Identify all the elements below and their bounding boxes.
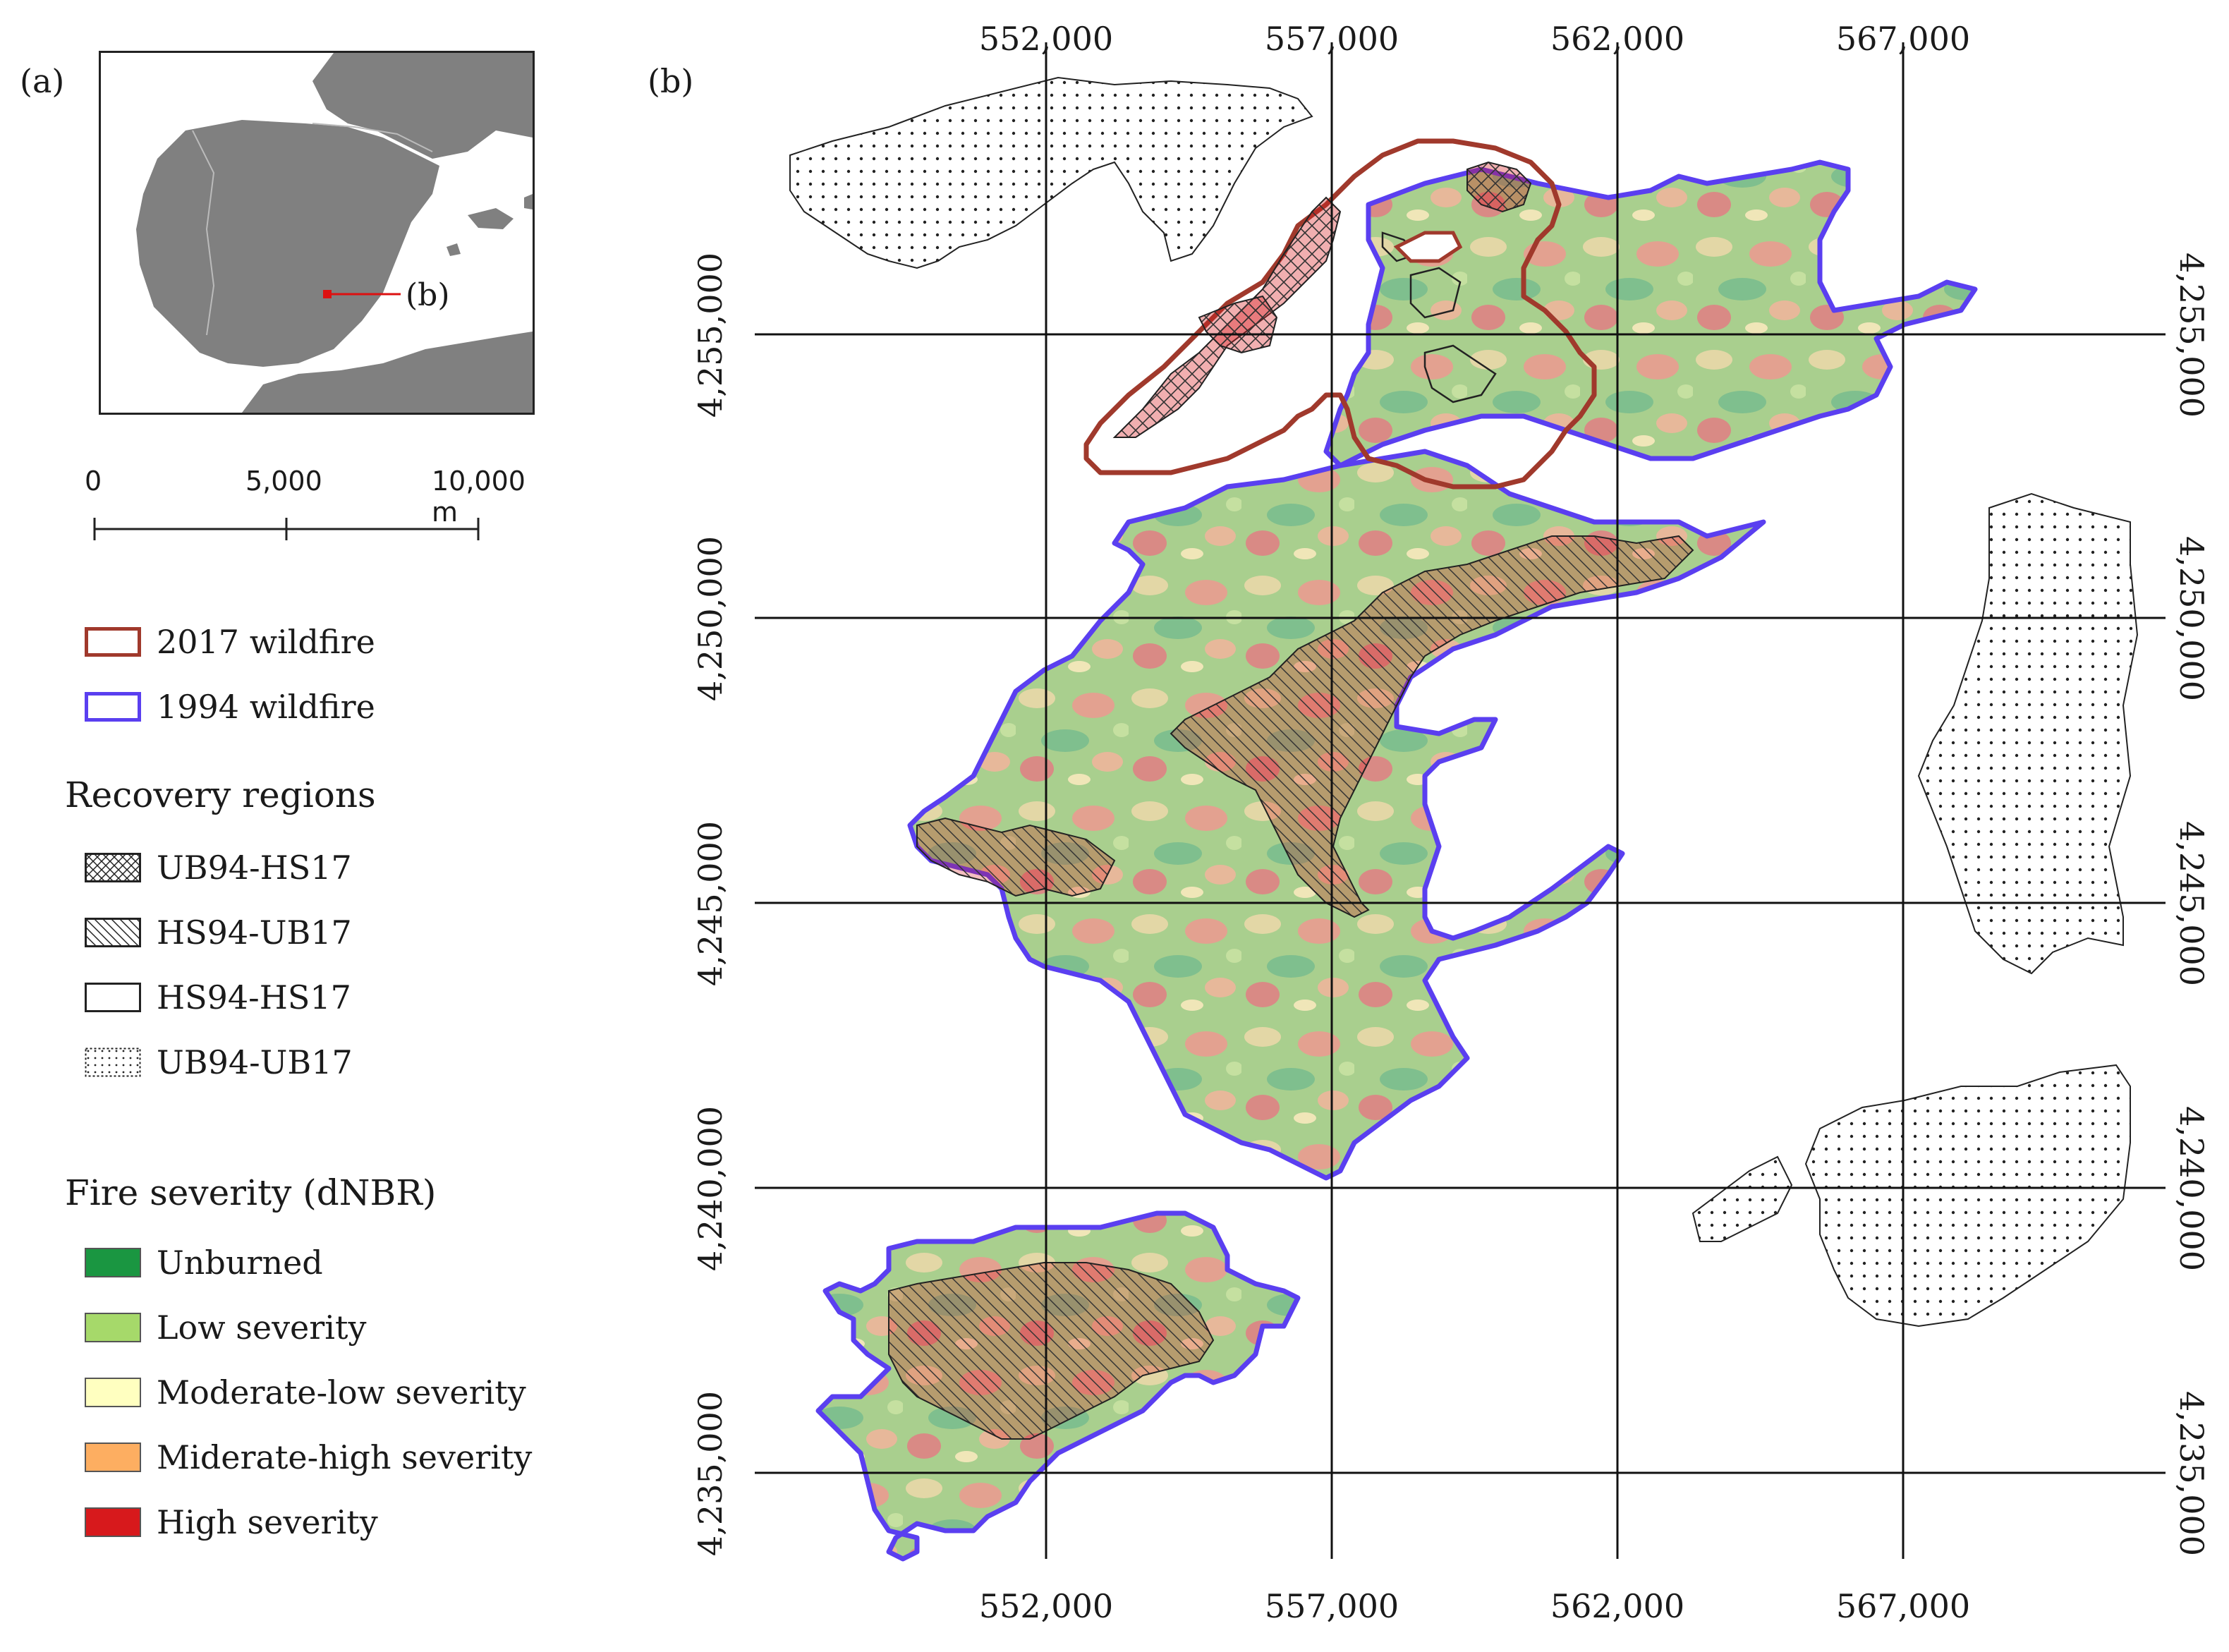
legend-item-moderate-high-severity: Miderate-high severity — [65, 1436, 532, 1478]
legend-item-unburned: Unburned — [65, 1241, 323, 1284]
ub94-ub17-region-east — [1917, 492, 2139, 975]
y-tick-right-4250000: 4,250,000 — [2173, 535, 2211, 702]
x-tick-bottom-552000: 552,000 — [978, 1587, 1114, 1625]
recovery-regions-heading: Recovery regions — [65, 775, 376, 815]
y-tick-right-4245000: 4,245,000 — [2173, 820, 2211, 987]
legend-item-hs94-ub17: HS94-UB17 — [65, 911, 352, 954]
panel-a-label: (a) — [20, 62, 65, 100]
y-tick-left-4250000: 4,250,000 — [691, 535, 730, 702]
inset-map-svg: (b) — [101, 53, 533, 413]
scale-tick-0: 0 — [85, 466, 102, 497]
hs94-hs17-region-1 — [1409, 267, 1462, 319]
inset-callout-label: (b) — [406, 277, 450, 313]
hs94-ub17-region-3 — [888, 1262, 1215, 1440]
ub94-hs17-region-2 — [1466, 161, 1532, 213]
legend-swatch-unburned — [85, 1248, 141, 1277]
ub94-ub17-region-north — [789, 76, 1313, 269]
legend-swatch-high-severity — [85, 1507, 141, 1537]
hs94-ub17-region-2 — [916, 817, 1116, 897]
scale-tick-1: 5,000 — [245, 466, 322, 497]
legend-item-ub94-ub17: UB94-UB17 — [65, 1041, 353, 1083]
y-tick-left-4235000: 4,235,000 — [691, 1390, 730, 1557]
scale-tick-2: 10,000 m — [432, 466, 526, 528]
x-tick-top-557000: 557,000 — [1264, 20, 1399, 58]
wildfire-1994-main-boundary — [1323, 159, 1978, 468]
legend-item-hs94-hs17: HS94-HS17 — [65, 976, 351, 1019]
legend-swatch-outline — [85, 983, 141, 1012]
x-tick-top-552000: 552,000 — [978, 20, 1114, 58]
location-marker-icon — [323, 290, 332, 298]
inset-locator-map: (b) — [99, 51, 535, 415]
main-map-svg — [755, 42, 2166, 1562]
unburned-enclave — [1393, 231, 1463, 263]
y-tick-left-4255000: 4,255,000 — [691, 252, 730, 418]
fire-severity-heading: Fire severity (dNBR) — [65, 1172, 437, 1213]
x-tick-top-567000: 567,000 — [1835, 20, 1971, 58]
y-tick-right-4240000: 4,240,000 — [2173, 1105, 2211, 1272]
main-map-panel: 552,000 557,000 562,000 567,000 552,000 … — [677, 0, 2229, 1652]
legend-item-low-severity: Low severity — [65, 1306, 366, 1349]
legend-item-2017-wildfire: 2017 wildfire — [65, 621, 375, 663]
x-tick-top-562000: 562,000 — [1550, 20, 1685, 58]
ub94-ub17-region-southeast — [1804, 1064, 2131, 1328]
x-tick-bottom-567000: 567,000 — [1835, 1587, 1971, 1625]
legend-item-high-severity: High severity — [65, 1501, 378, 1543]
legend-swatch-moderate-high-severity — [85, 1443, 141, 1472]
legend-item-ub94-hs17: UB94-HS17 — [65, 846, 352, 889]
legend-swatch-dots — [85, 1047, 141, 1077]
ub94-ub17-region-southwest-fringe — [1692, 1155, 1793, 1242]
hs94-ub17-region-1 — [1170, 535, 1694, 918]
legend-swatch-1994-wildfire — [85, 692, 141, 722]
y-tick-left-4240000: 4,240,000 — [691, 1105, 730, 1272]
legend-swatch-moderate-low-severity — [85, 1378, 141, 1407]
ub94-hs17-region-3 — [1198, 295, 1278, 354]
x-tick-bottom-562000: 562,000 — [1550, 1587, 1685, 1625]
y-tick-right-4255000: 4,255,000 — [2173, 252, 2211, 418]
legend-swatch-low-severity — [85, 1313, 141, 1342]
legend-swatch-diagonal — [85, 918, 141, 947]
y-tick-left-4245000: 4,245,000 — [691, 820, 730, 987]
scale-bar-line — [93, 518, 480, 540]
map-graticule — [755, 42, 2166, 1559]
legend-item-moderate-low-severity: Moderate-low severity — [65, 1371, 526, 1414]
legend-swatch-2017-wildfire — [85, 627, 141, 657]
y-tick-right-4235000: 4,235,000 — [2173, 1390, 2211, 1557]
panel-b-label: (b) — [648, 62, 694, 100]
legend-item-1994-wildfire: 1994 wildfire — [65, 686, 375, 728]
x-tick-bottom-557000: 557,000 — [1264, 1587, 1399, 1625]
legend-swatch-crosshatch — [85, 853, 141, 882]
hs94-hs17-region-2 — [1423, 344, 1497, 403]
scale-bar: 0 5,000 10,000 m — [85, 466, 526, 550]
